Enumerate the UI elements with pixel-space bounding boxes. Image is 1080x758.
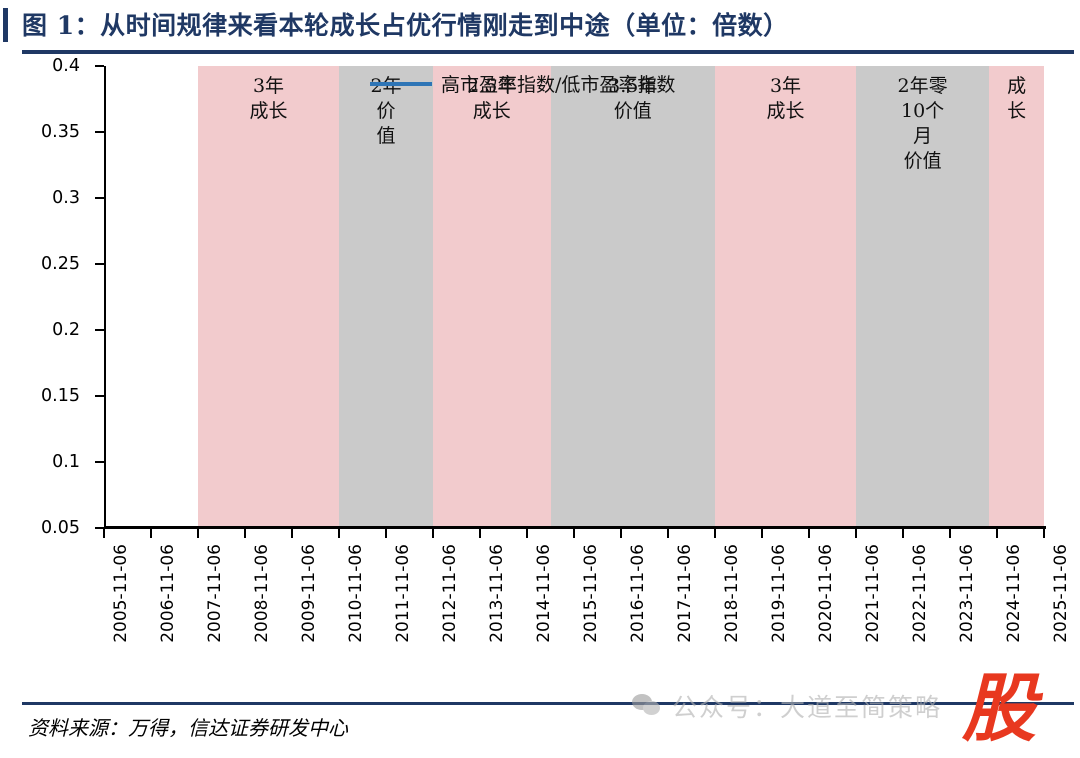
- x-tick-label: 2006-11-06: [158, 544, 178, 643]
- y-tick-label: 0.15: [41, 386, 80, 406]
- y-tick-label: 0.4: [52, 56, 80, 76]
- x-tick-mark: [855, 529, 857, 538]
- x-tick-label: 2011-11-06: [393, 544, 413, 643]
- y-tick-label: 0.2: [52, 320, 80, 340]
- x-tick-label: 2019-11-06: [769, 544, 789, 643]
- y-axis-tick-labels: 0.05 0.1 0.15 0.2 0.25 0.3 0.35 0.4: [0, 56, 94, 538]
- x-tick-mark: [526, 529, 528, 538]
- x-tick-label: 2025-11-06: [1051, 544, 1071, 643]
- x-tick-mark: [150, 529, 152, 538]
- y-tick-label: 0.1: [52, 452, 80, 472]
- y-tick-mark: [95, 461, 104, 463]
- y-tick-label: 0.35: [41, 122, 80, 142]
- regime-band-growth: 3年 成长: [715, 66, 856, 528]
- chart-container: 0.05 0.1 0.15 0.2 0.25 0.3 0.35 0.4 3年 成长 2年 价 值…: [0, 56, 1080, 676]
- x-tick-label: 2022-11-06: [910, 544, 930, 643]
- x-tick-mark: [808, 529, 810, 538]
- x-tick-mark: [197, 529, 199, 538]
- x-tick-label: 2015-11-06: [581, 544, 601, 643]
- x-axis-line: [104, 526, 1046, 529]
- y-tick-mark: [95, 131, 104, 133]
- x-tick-mark: [667, 529, 669, 538]
- chart-legend: 高市盈率指数/低市盈率指数: [370, 70, 675, 97]
- x-tick-label: 2005-11-06: [111, 544, 131, 643]
- x-tick-label: 2020-11-06: [816, 544, 836, 643]
- x-tick-mark: [338, 529, 340, 538]
- series-line: [104, 66, 1044, 528]
- x-tick-mark: [244, 529, 246, 538]
- y-tick-label: 0.25: [41, 254, 80, 274]
- x-tick-label: 2013-11-06: [487, 544, 507, 643]
- x-tick-label: 2012-11-06: [440, 544, 460, 643]
- watermark-text: 公众号：大道至简策略: [672, 693, 943, 722]
- wechat-icon: [632, 694, 662, 718]
- page-title: 图 1：从时间规律来看本轮成长占优行情刚走到中途（单位：倍数）: [22, 11, 789, 40]
- x-tick-mark: [385, 529, 387, 538]
- footer-divider: [22, 702, 1074, 705]
- x-tick-label: 2024-11-06: [1004, 544, 1024, 643]
- y-tick-mark: [95, 329, 104, 331]
- x-tick-mark: [949, 529, 951, 538]
- source-note: 资料来源：万得，信达证券研发中心: [28, 716, 348, 740]
- y-tick-label: 0.3: [52, 188, 80, 208]
- x-tick-mark: [1043, 529, 1045, 538]
- x-tick-label: 2008-11-06: [252, 544, 272, 643]
- y-tick-mark: [95, 395, 104, 397]
- y-tick-mark: [95, 527, 104, 529]
- x-tick-label: 2016-11-06: [628, 544, 648, 643]
- y-tick-label: 0.05: [41, 518, 80, 538]
- x-tick-mark: [714, 529, 716, 538]
- x-tick-mark: [479, 529, 481, 538]
- legend-label: 高市盈率指数/低市盈率指数: [441, 74, 676, 96]
- y-tick-mark: [95, 65, 104, 67]
- x-tick-mark: [291, 529, 293, 538]
- y-axis-line: [104, 66, 106, 528]
- x-tick-label: 2014-11-06: [534, 544, 554, 643]
- header-divider: [22, 50, 1074, 54]
- x-tick-mark: [761, 529, 763, 538]
- brand-logo-icon: 股: [962, 666, 1036, 752]
- x-tick-mark: [620, 529, 622, 538]
- x-tick-label: 2009-11-06: [299, 544, 319, 643]
- x-tick-mark: [573, 529, 575, 538]
- title-accent-bar: [3, 8, 8, 42]
- regime-bands: 3年 成长 2年 价 值 2.5年 成长 3.5年 价值 3年 成长 2年零 10个 月 …: [104, 66, 1044, 528]
- x-tick-label: 2018-11-06: [722, 544, 742, 643]
- x-tick-mark: [902, 529, 904, 538]
- legend-swatch-line: [370, 81, 432, 86]
- x-tick-mark: [103, 529, 105, 538]
- x-tick-mark: [996, 529, 998, 538]
- figure-header: 图 1：从时间规律来看本轮成长占优行情刚走到中途（单位：倍数）: [0, 0, 1080, 54]
- x-tick-label: 2007-11-06: [205, 544, 225, 643]
- watermark: 公众号：大道至简策略: [632, 688, 942, 724]
- x-tick-mark: [432, 529, 434, 538]
- x-tick-label: 2023-11-06: [957, 544, 977, 643]
- x-tick-label: 2017-11-06: [675, 544, 695, 643]
- y-tick-mark: [95, 263, 104, 265]
- y-tick-mark: [95, 197, 104, 199]
- x-tick-label: 2021-11-06: [863, 544, 883, 643]
- plot-area: 3年 成长 2年 价 值 2.5年 成长 3.5年 价值 3年 成长 2年零 10个 月 …: [104, 66, 1044, 528]
- x-tick-label: 2010-11-06: [346, 544, 366, 643]
